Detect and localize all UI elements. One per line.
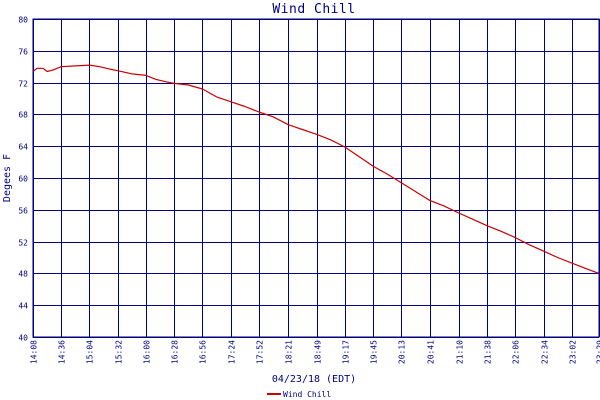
x-tick-label: 18:49: [314, 340, 323, 364]
x-tick-label: 23:29: [596, 340, 600, 364]
x-tick-label: 17:52: [256, 340, 265, 364]
x-tick-label: 18:21: [285, 340, 294, 364]
legend: Wind Chill: [267, 390, 331, 399]
legend-label: Wind Chill: [283, 390, 331, 399]
x-tick-label: 15:32: [115, 340, 124, 364]
y-tick-label: 48: [18, 270, 28, 279]
x-tick-label: 14:36: [58, 340, 67, 364]
y-tick-label: 60: [18, 175, 28, 184]
series-line: [32, 64, 600, 274]
x-tick-label: 14:08: [30, 340, 39, 364]
chart-title: Wind Chill: [272, 2, 355, 17]
x-tick-label: 23:02: [569, 340, 578, 364]
y-tick-label: 76: [18, 48, 28, 57]
y-tick-label: 64: [18, 143, 28, 152]
plot-series: [32, 64, 600, 274]
y-axis-label: Degees F: [2, 154, 13, 202]
y-tick-label: 68: [18, 111, 28, 120]
x-tick-label: 17:24: [228, 340, 237, 364]
x-tick-label: 16:56: [199, 340, 208, 364]
y-tick-label: 72: [18, 80, 28, 89]
x-tick-label: 16:00: [143, 340, 152, 364]
x-tick-label: 21:10: [456, 340, 465, 364]
x-tick-label: 20:41: [427, 340, 436, 364]
y-tick-labels: 40 44 48 52 56 60 64 68 72 76 80: [18, 16, 28, 343]
x-tick-label: 15:04: [86, 340, 95, 364]
grid-lines: [33, 19, 600, 338]
x-tick-label: 16:28: [171, 340, 180, 364]
x-axis-label: 04/23/18 (EDT): [272, 374, 356, 385]
y-tick-label: 52: [18, 239, 28, 248]
x-tick-label: 20:13: [398, 340, 407, 364]
y-tick-label: 56: [18, 207, 28, 216]
plot-frame: [32, 18, 600, 338]
x-tick-label: 21:38: [484, 340, 493, 364]
y-tick-label: 80: [18, 16, 28, 25]
x-tick-label: 19:45: [370, 340, 379, 364]
y-tick-label: 44: [18, 302, 28, 311]
x-tick-label: 19:17: [342, 340, 351, 364]
x-tick-label: 22:06: [512, 340, 521, 364]
x-tick-labels: 14:08 14:36 15:04 15:32 16:00 16:28 16:56 17:24…: [30, 340, 600, 364]
x-tick-label: 22:34: [541, 340, 550, 364]
y-tick-label: 40: [18, 334, 28, 343]
